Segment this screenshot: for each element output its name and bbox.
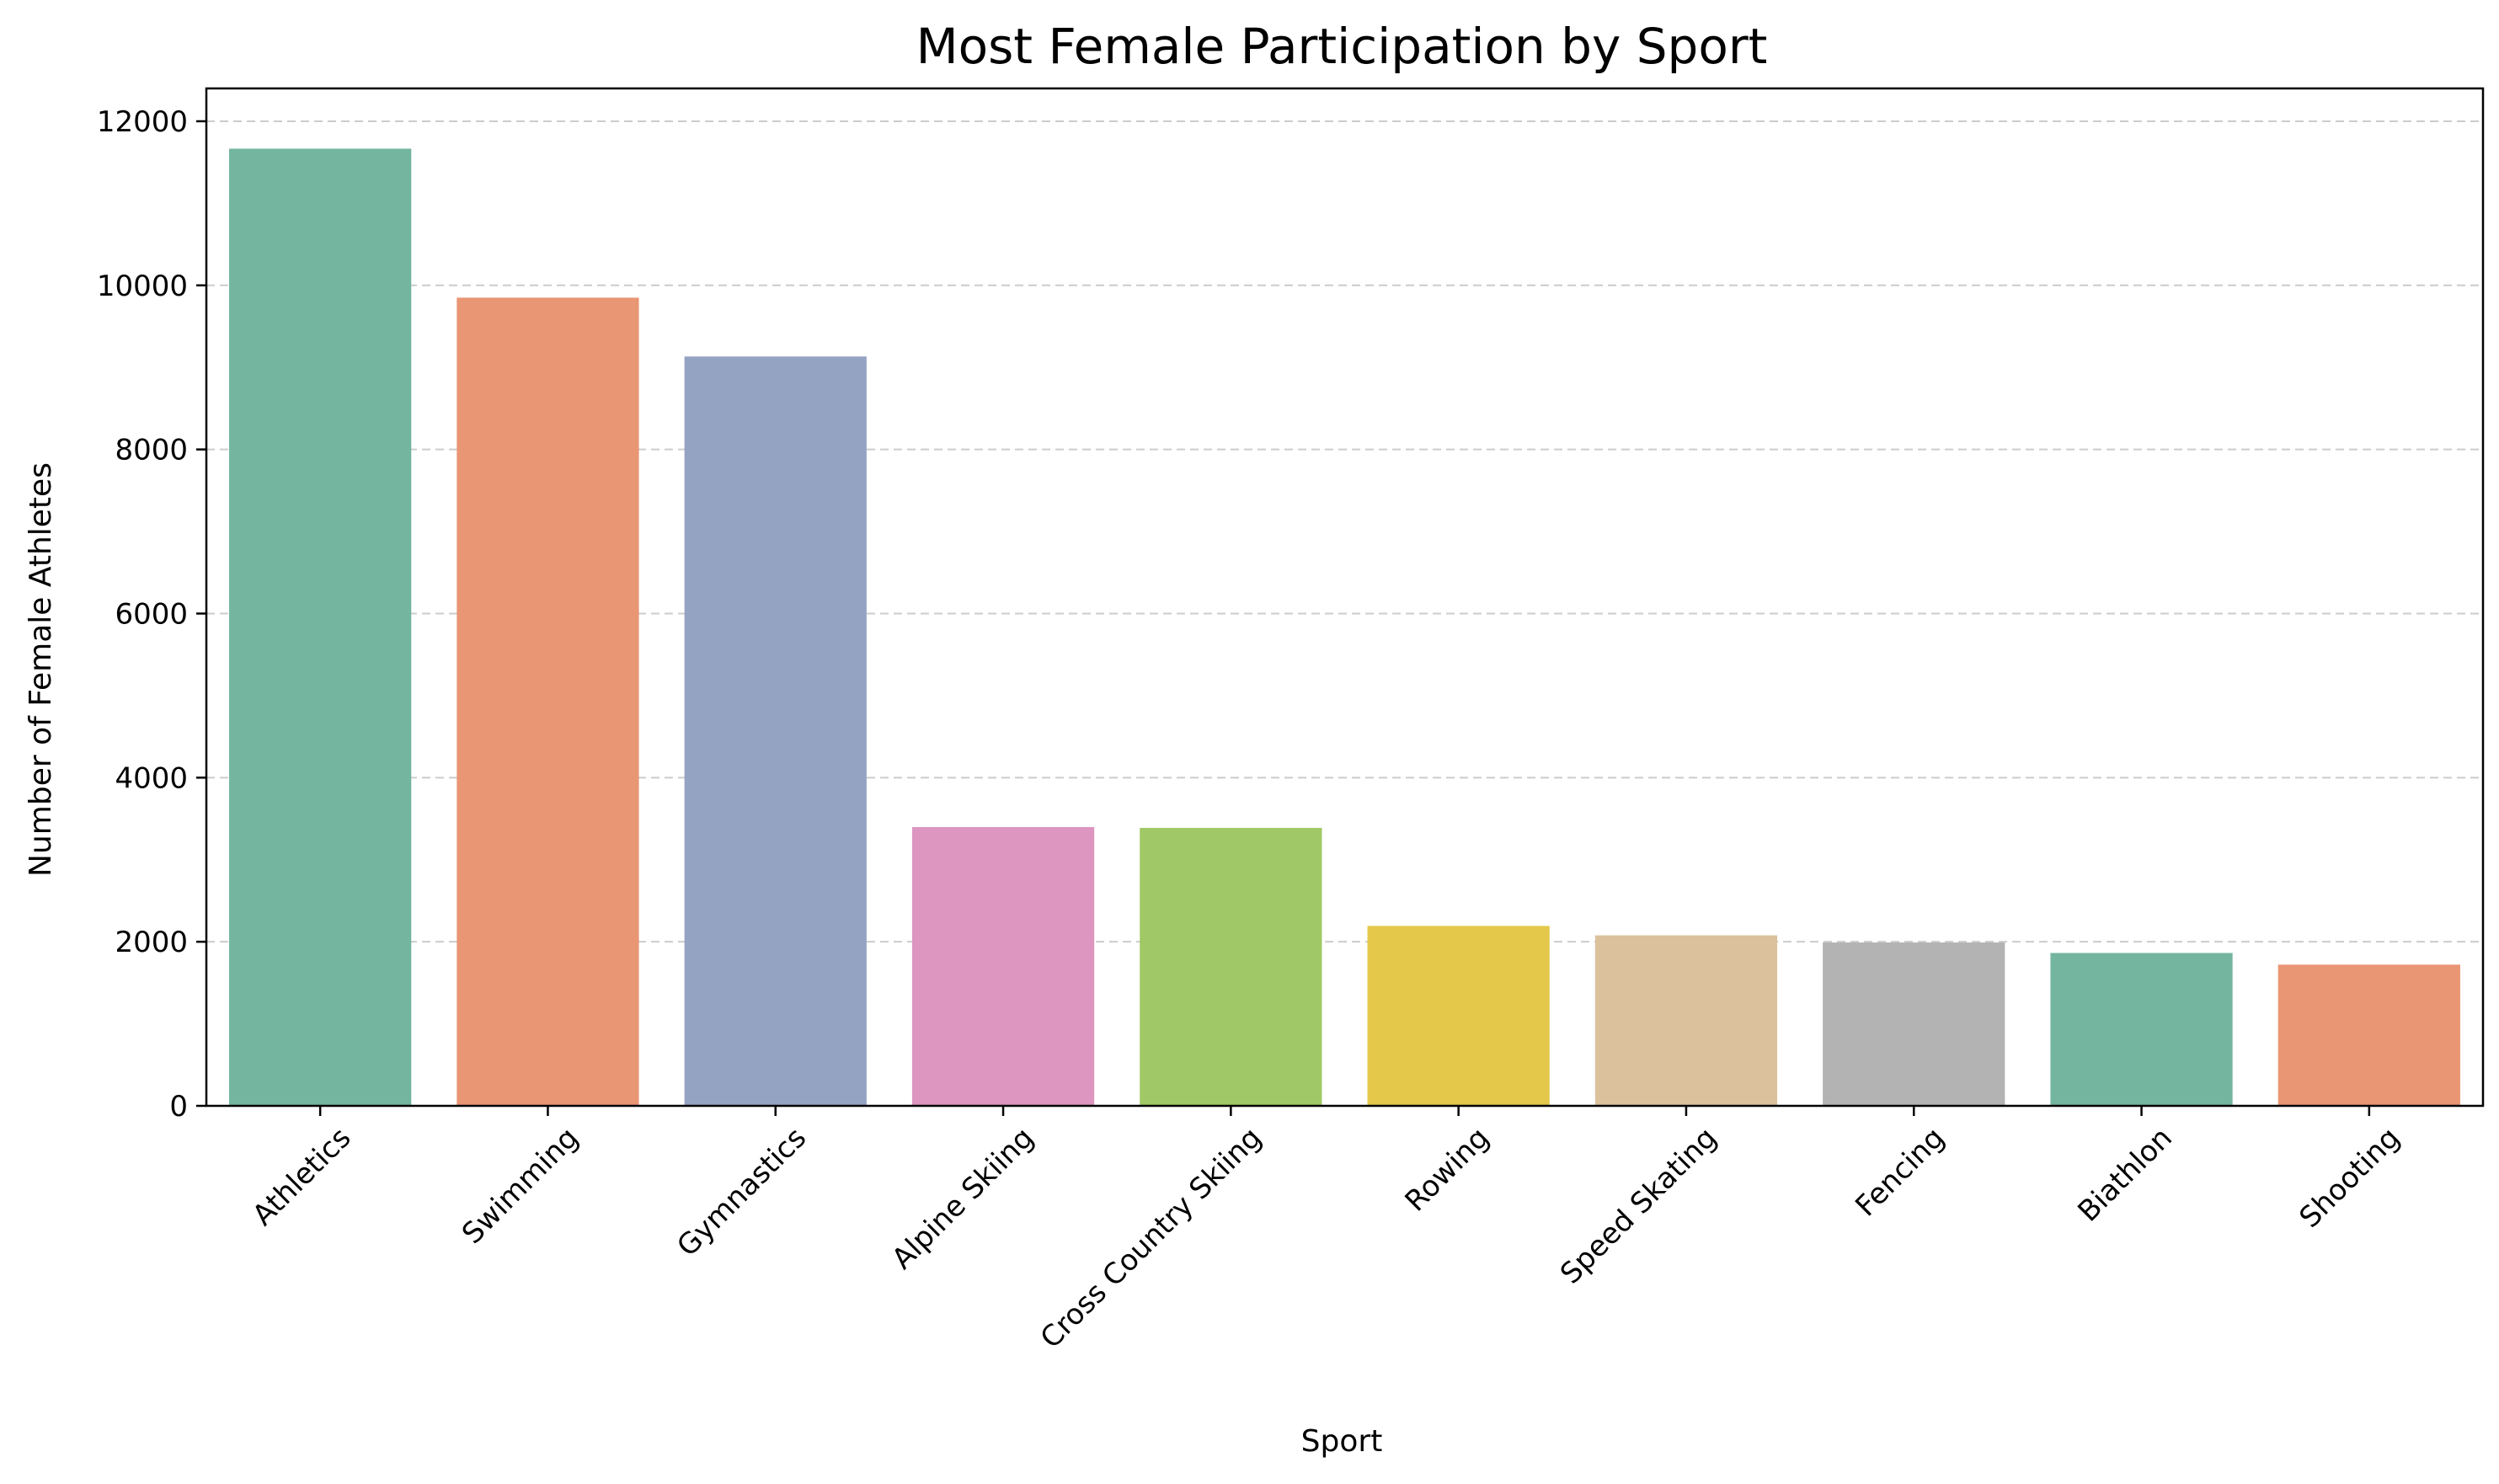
y-tick-label: 10000 xyxy=(97,270,188,303)
y-tick-label: 8000 xyxy=(115,434,188,467)
bar-athletics xyxy=(229,148,412,1106)
bar-fencing xyxy=(1823,942,2005,1106)
bar-gymnastics xyxy=(684,356,867,1106)
bar-swimming xyxy=(457,297,639,1107)
bar-speed-skating xyxy=(1594,935,1778,1106)
bar-rowing xyxy=(1367,926,1550,1106)
y-tick-label: 0 xyxy=(169,1090,188,1124)
bar-cross-country-skiing xyxy=(1140,827,1322,1106)
bar-alpine-skiing xyxy=(911,826,1095,1106)
y-axis-ticks: 0 2000 4000 6000 8000 10000 12000 xyxy=(97,105,206,1124)
y-tick-label: 2000 xyxy=(115,926,188,959)
y-tick-label: 12000 xyxy=(97,105,188,139)
plot-frame xyxy=(205,87,2485,1108)
y-tick-label: 6000 xyxy=(115,597,188,631)
bars-group xyxy=(229,148,2460,1107)
chart-title: Most Female Participation by Sport xyxy=(916,18,1768,75)
bar-biathlon xyxy=(2050,953,2233,1106)
bar-shooting xyxy=(2277,964,2460,1106)
x-axis-label: Sport xyxy=(1301,1424,1383,1459)
y-axis-label: Number of Female Athletes xyxy=(24,462,58,877)
y-tick-label: 4000 xyxy=(115,761,188,795)
